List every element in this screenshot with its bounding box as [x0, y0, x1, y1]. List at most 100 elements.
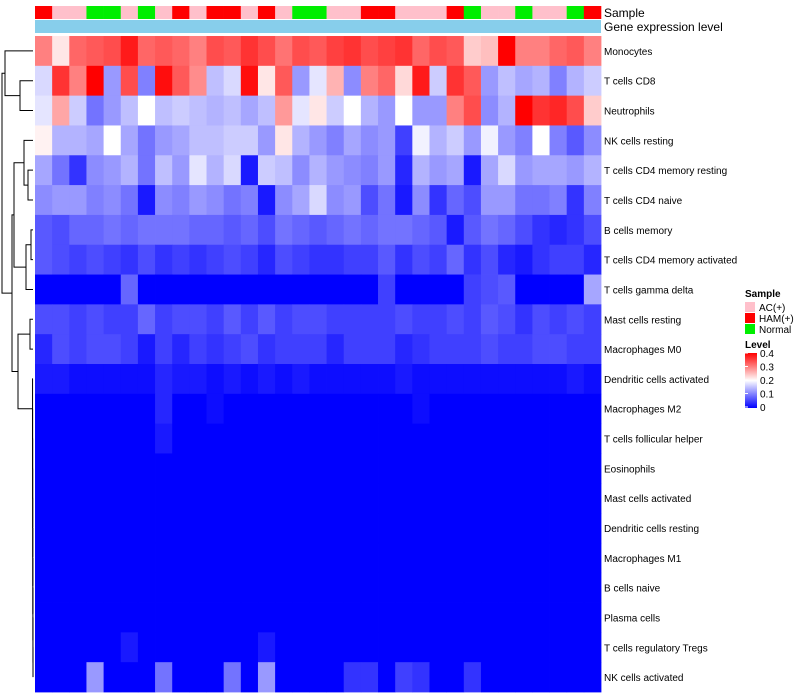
heatmap-cell [360, 423, 379, 454]
heatmap-cell [257, 423, 276, 454]
heatmap-cell [137, 662, 156, 693]
heatmap-cell [446, 364, 465, 395]
heatmap-cell [189, 423, 207, 454]
heatmap-cell [52, 95, 70, 126]
heatmap-cell [480, 304, 499, 335]
heatmap-cell [309, 214, 327, 246]
legend-sample-groups: AC(+)HAM(+)Normal [745, 302, 794, 336]
heatmap-cell [498, 602, 516, 633]
heatmap-cell [103, 632, 122, 663]
heatmap-cell [480, 125, 499, 156]
heatmap-cell [429, 244, 448, 275]
heatmap-cell [120, 334, 139, 365]
heatmap-cell [189, 572, 207, 603]
heatmap-cell [446, 483, 465, 514]
heatmap-cell [137, 393, 156, 425]
heatmap-cell [120, 274, 139, 305]
heatmap-cell [120, 155, 139, 186]
heatmap-cell [137, 95, 156, 126]
heatmap-cell [412, 36, 430, 67]
heatmap-cell [206, 36, 225, 67]
sample-annotation-cell [360, 6, 379, 19]
sample-annotation-cell [343, 6, 362, 19]
heatmap-cell [275, 125, 293, 156]
heatmap-cell [69, 483, 87, 514]
heatmap-cell [360, 602, 379, 633]
heatmap-cell [137, 155, 156, 186]
heatmap-cell [360, 393, 379, 425]
heatmap-cell [69, 334, 87, 365]
heatmap-cell [120, 572, 139, 603]
heatmap-cell [395, 155, 413, 186]
heatmap-cell [463, 453, 482, 484]
heatmap-cell [566, 364, 585, 395]
heatmap-cell [86, 304, 105, 335]
heatmap-cell [532, 662, 550, 693]
heatmap-cell [189, 393, 207, 425]
heatmap-cell [515, 453, 533, 484]
heatmap-cell [480, 334, 499, 365]
heatmap-cell [498, 542, 516, 574]
heatmap-cell [69, 185, 87, 216]
heatmap-cell [378, 393, 396, 425]
heatmap-cell [583, 513, 602, 544]
heatmap-cell [35, 185, 53, 216]
heatmap-cell [498, 632, 516, 663]
row-label: T cells CD8 [604, 77, 656, 88]
heatmap-cell [498, 65, 516, 97]
heatmap-cell [223, 662, 242, 693]
heatmap-cell [292, 155, 310, 186]
heatmap-cell [549, 274, 568, 305]
heatmap-cell [275, 65, 293, 97]
heatmap-cell [35, 632, 53, 663]
heatmap-cell [52, 185, 70, 216]
heatmap-cell [309, 662, 327, 693]
heatmap-cell [360, 542, 379, 574]
heatmap-cell [343, 214, 362, 246]
heatmap-cell [498, 274, 516, 305]
heatmap-cell [309, 274, 327, 305]
heatmap-cell [223, 364, 242, 395]
heatmap-cell [257, 125, 276, 156]
heatmap-cell [515, 602, 533, 633]
heatmap-cell [549, 155, 568, 186]
heatmap-cell [292, 483, 310, 514]
heatmap-cell [172, 95, 190, 126]
heatmap-cell [343, 542, 362, 574]
heatmap-cell [378, 453, 396, 484]
heatmap-cell [155, 364, 173, 395]
heatmap-cell [35, 36, 53, 67]
heatmap-cell [343, 36, 362, 67]
heatmap-cell [463, 95, 482, 126]
heatmap-cell [326, 602, 345, 633]
heatmap-cell [343, 423, 362, 454]
heatmap-cell [463, 572, 482, 603]
sample-annotation-cell [309, 6, 327, 19]
heatmap-cell [566, 602, 585, 633]
heatmap-cell [498, 453, 516, 484]
heatmap-cell [446, 304, 465, 335]
heatmap-cell [429, 125, 448, 156]
heatmap-cell [52, 572, 70, 603]
heatmap-cell [52, 483, 70, 514]
heatmap-cell [412, 334, 430, 365]
heatmap-cell [326, 95, 345, 126]
heatmap-cell [137, 185, 156, 216]
heatmap-cell [446, 185, 465, 216]
sample-annotation-cell [69, 6, 87, 19]
heatmap-cell [463, 155, 482, 186]
heatmap-cell [566, 155, 585, 186]
heatmap-cell [429, 423, 448, 454]
heatmap-cell [155, 632, 173, 663]
heatmap-cell [69, 393, 87, 425]
heatmap-cell [309, 304, 327, 335]
legend-tick-label: 0 [760, 403, 766, 414]
heatmap-cell [515, 65, 533, 97]
heatmap-cell [549, 334, 568, 365]
heatmap-cell [463, 36, 482, 67]
heatmap-cell [515, 662, 533, 693]
heatmap-cell [395, 662, 413, 693]
heatmap-cell [35, 65, 53, 97]
heatmap-cell [223, 513, 242, 544]
row-label: T cells gamma delta [604, 285, 694, 296]
